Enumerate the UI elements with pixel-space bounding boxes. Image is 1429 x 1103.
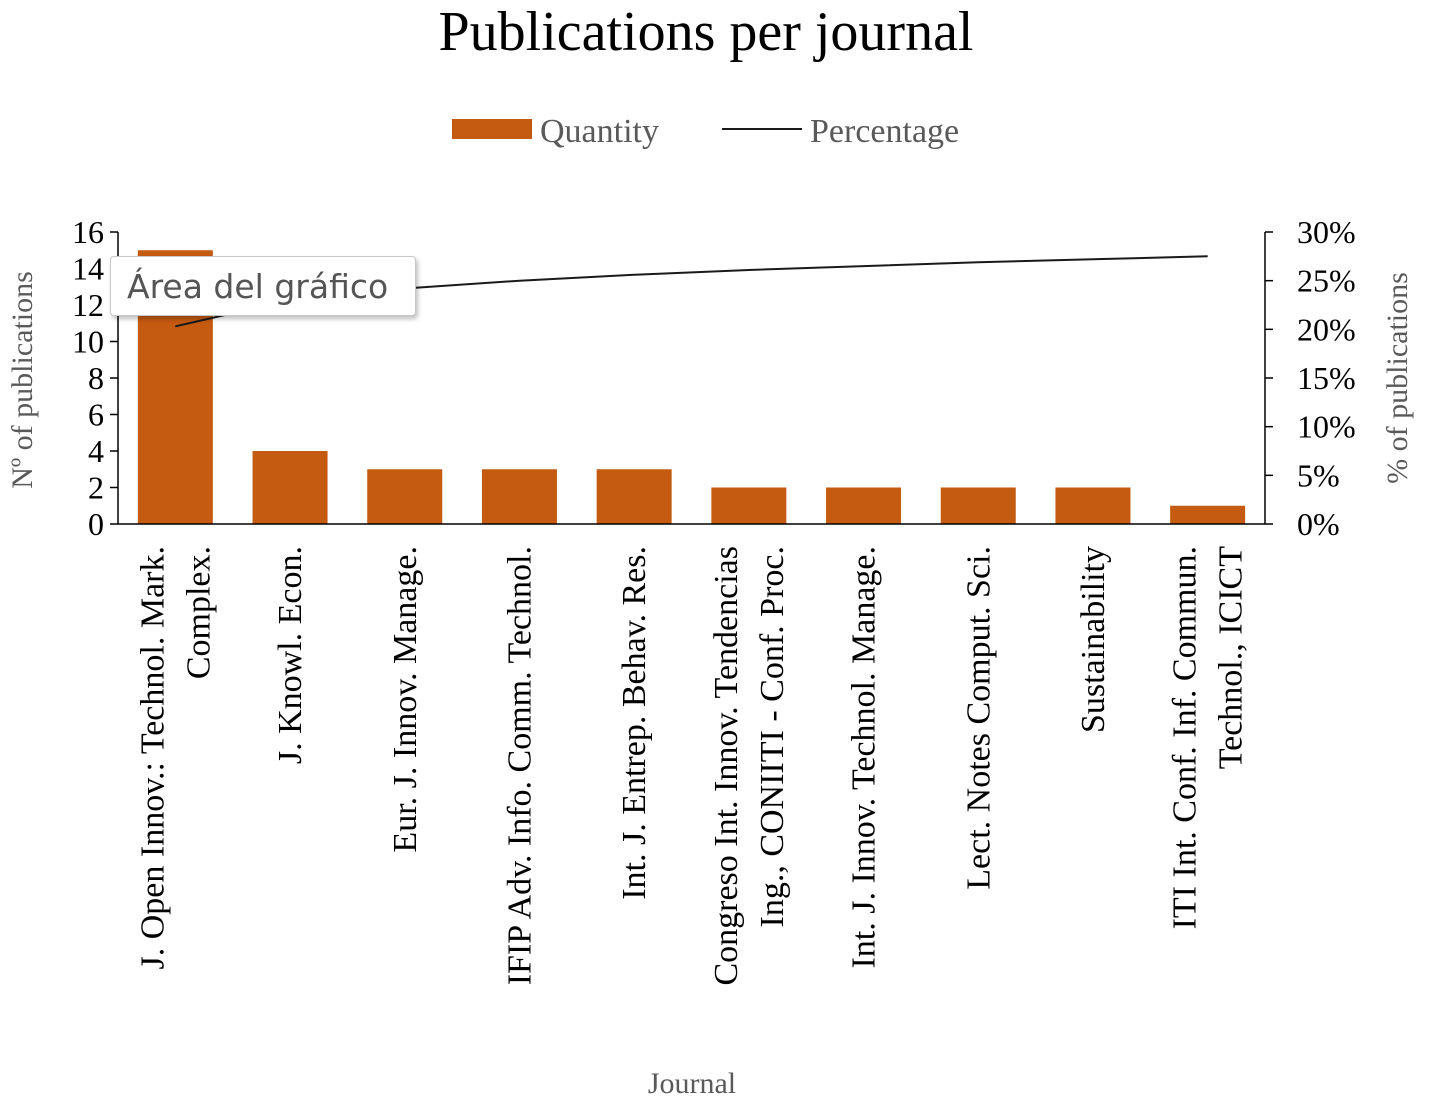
y-tick-label: 16 bbox=[72, 214, 104, 250]
y2-tick-label: 5% bbox=[1297, 457, 1340, 493]
y-tick-label: 8 bbox=[88, 360, 104, 396]
bar bbox=[596, 469, 672, 524]
y-tick-label: 6 bbox=[88, 397, 104, 433]
legend-label-quantity: Quantity bbox=[540, 113, 659, 150]
bar bbox=[367, 469, 443, 524]
y2-tick-label: 10% bbox=[1297, 409, 1356, 445]
y-tick-label: 14 bbox=[72, 251, 104, 287]
x-category-label: Complex. bbox=[180, 546, 217, 679]
bar bbox=[940, 487, 1016, 524]
x-category-label: J. Knowl. Econ. bbox=[272, 546, 309, 764]
legend-label-percentage: Percentage bbox=[810, 113, 959, 150]
x-axis-label: Journal bbox=[648, 1067, 736, 1100]
legend-swatch-quantity bbox=[452, 119, 532, 139]
bar bbox=[711, 487, 787, 524]
chart-area-tooltip: Área del gráfico bbox=[110, 256, 416, 316]
bar bbox=[1055, 487, 1131, 524]
legend: Quantity Percentage bbox=[452, 113, 959, 150]
y-axis-label: Nº of publications bbox=[6, 271, 39, 489]
x-category-label: Int. J. Entrep. Behav. Res. bbox=[616, 546, 653, 900]
y2-axis-label: % of publications bbox=[1381, 272, 1414, 484]
y-tick-label: 10 bbox=[72, 324, 104, 360]
bar bbox=[481, 469, 557, 524]
y-tick-label: 0 bbox=[88, 506, 104, 542]
x-category-label: IFIP Adv. Info. Comm. Technol. bbox=[502, 546, 539, 985]
y2-tick-label: 0% bbox=[1297, 506, 1340, 542]
x-category-label: Ing., CONIITI - Conf. Proc. bbox=[754, 546, 791, 928]
y-tick-label: 12 bbox=[72, 287, 104, 323]
x-category-label: Congreso Int. Innov. Tendencias bbox=[708, 546, 745, 986]
bar bbox=[826, 487, 902, 524]
x-category-label: J. Open Innov.: Technol. Mark. bbox=[134, 546, 171, 970]
y2-tick-label: 30% bbox=[1297, 214, 1356, 250]
y2-tick-label: 20% bbox=[1297, 311, 1356, 347]
x-category-label: Eur. J. Innov. Manage. bbox=[387, 546, 424, 853]
x-category-label: Technol., ICICT bbox=[1213, 546, 1250, 770]
y-tick-label: 4 bbox=[88, 433, 104, 469]
tooltip-text: Área del gráfico bbox=[127, 266, 389, 306]
x-category-label: Int. J. Innov. Technol. Manage. bbox=[846, 546, 883, 969]
y2-tick-label: 25% bbox=[1297, 263, 1356, 299]
x-category-label: ITI Int. Conf. Inf. Commun. bbox=[1167, 546, 1204, 929]
chart-title: Publications per journal bbox=[438, 1, 973, 63]
y2-tick-label: 15% bbox=[1297, 360, 1356, 396]
x-category-labels: J. Open Innov.: Technol. Mark. Complex. J.… bbox=[134, 546, 1249, 986]
y-tick-label: 2 bbox=[88, 470, 104, 506]
x-category-label: Lect. Notes Comput. Sci. bbox=[960, 546, 997, 890]
x-category-label: Sustainability bbox=[1075, 546, 1112, 733]
bar bbox=[252, 451, 328, 524]
bar bbox=[1170, 505, 1246, 524]
